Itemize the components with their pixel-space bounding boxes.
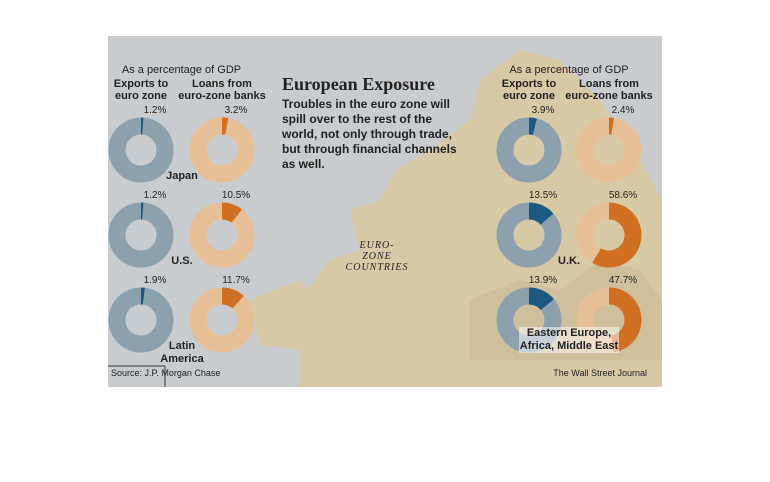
row-name: U.S. (171, 255, 193, 267)
value-label: 2.4% (611, 105, 635, 116)
column-header: Loans from euro-zone banks (178, 78, 266, 102)
value-label: 10.5% (221, 190, 251, 201)
value-label: 13.9% (528, 275, 558, 286)
donut-segment (528, 202, 554, 226)
subtitle: Troubles in the euro zone will spill ove… (282, 97, 457, 171)
map-label: EURO-ZONE COUNTRIES (345, 240, 409, 273)
donut-segment (221, 202, 242, 224)
donut-segment (592, 202, 642, 268)
row-name: Eastern Europe, Africa, Middle East (519, 327, 619, 353)
value-label: 47.7% (608, 275, 638, 286)
value-label: 1.2% (143, 190, 167, 201)
value-label: 1.2% (143, 105, 167, 116)
land (250, 280, 320, 350)
donut-segment (528, 117, 537, 136)
value-label: 3.9% (531, 105, 555, 116)
column-header: Exports to euro zone (113, 78, 169, 102)
caption: As a percentage of GDP (509, 64, 629, 76)
title: European Exposure (282, 74, 435, 94)
row-name: U.K. (558, 255, 580, 267)
value-label: 11.7% (222, 275, 250, 286)
value-label: 58.6% (608, 190, 638, 201)
column-header: Loans from euro-zone banks (565, 78, 653, 102)
row-name: Japan (166, 170, 198, 182)
caption: As a percentage of GDP (121, 64, 242, 76)
donut-segment (221, 287, 244, 309)
donut-segment (608, 287, 642, 353)
value-label: 3.2% (224, 105, 248, 116)
value-label: 1.9% (143, 275, 167, 286)
source: Source: J.P. Morgan Chase (111, 368, 221, 378)
credit: The Wall Street Journal (553, 368, 647, 378)
column-header: Exports to euro zone (501, 78, 557, 102)
donut-segment (528, 287, 554, 311)
value-label: 13.5% (528, 190, 558, 201)
row-name: Latin America (160, 340, 204, 365)
